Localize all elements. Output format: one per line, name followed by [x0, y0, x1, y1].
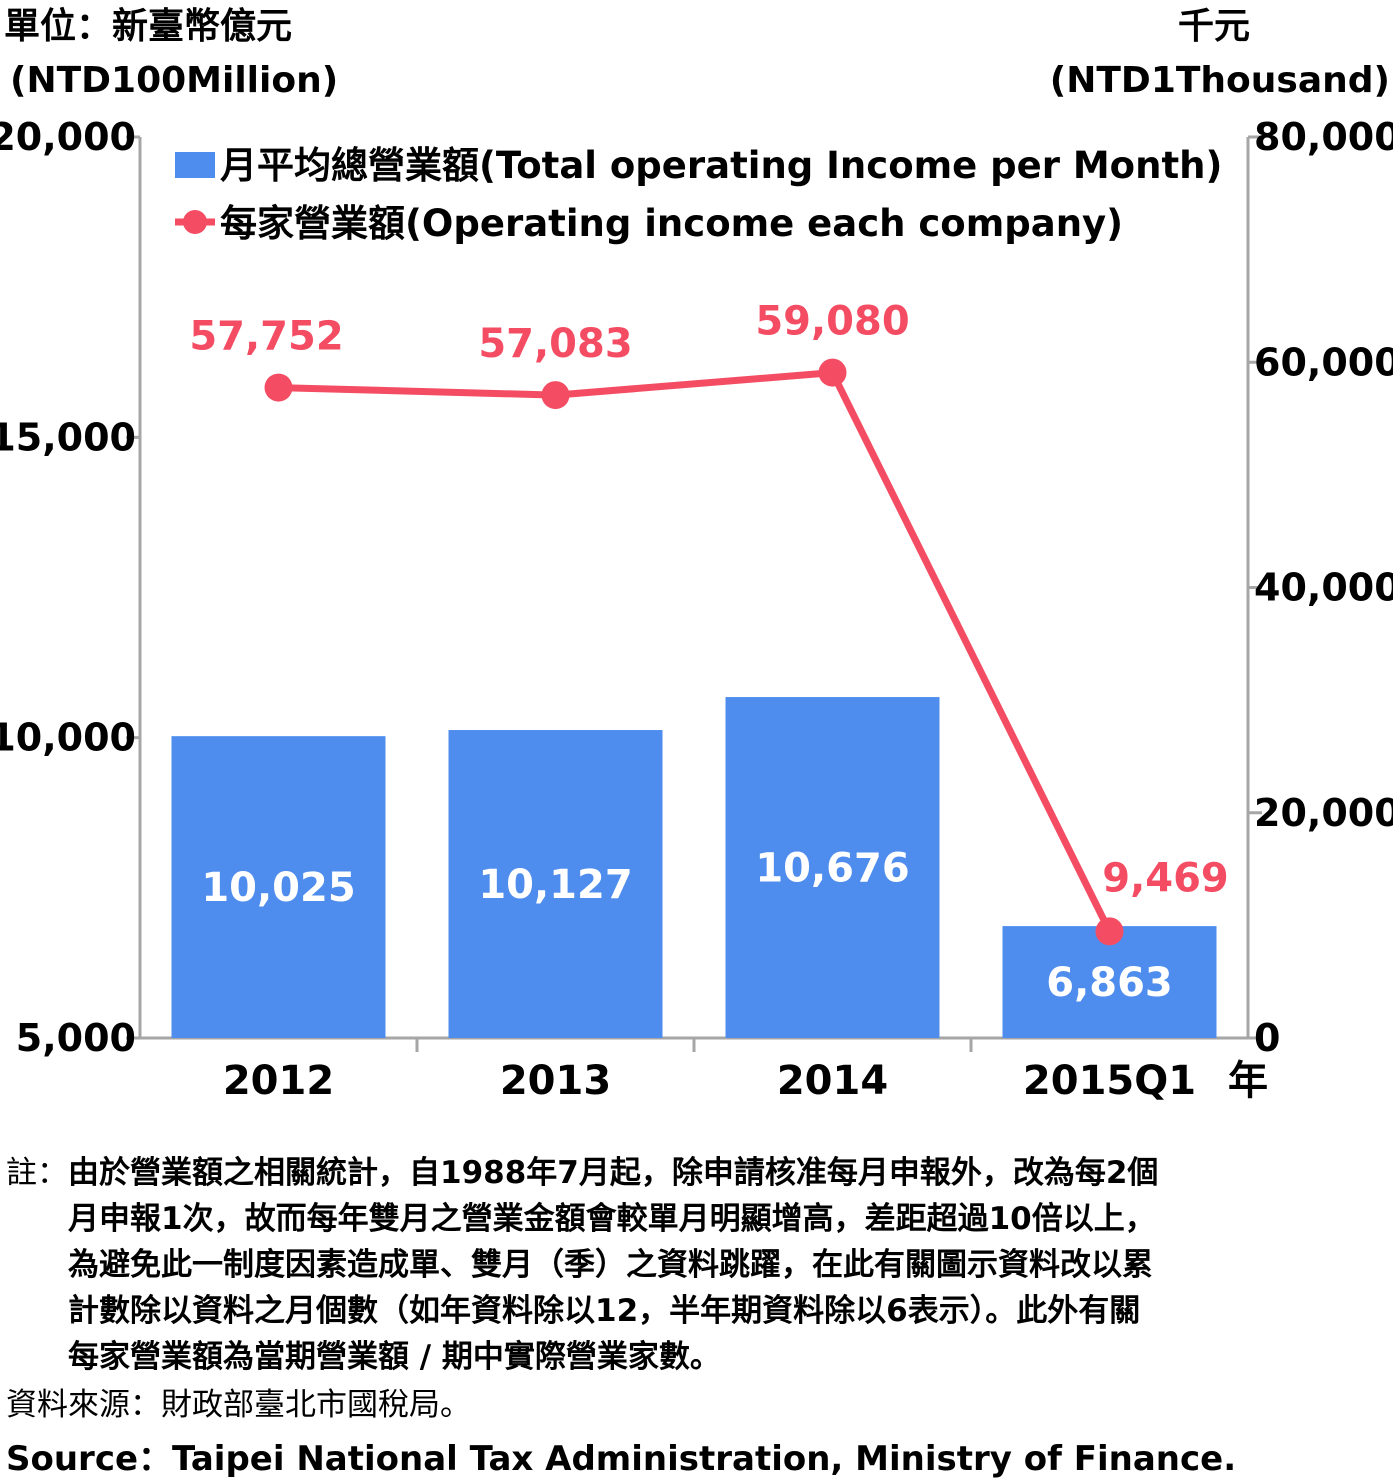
note: 註： 由於營業額之相關統計，自1988年7月起，除申請核准每月申報外，改為每2個… — [6, 1150, 1391, 1380]
left-axis-unit-zh: 單位：新臺幣億元 — [4, 6, 292, 47]
note-prefix: 註： — [6, 1155, 68, 1191]
bar-data-label: 6,863 — [1046, 960, 1173, 1006]
right-axis-unit-zh: 千元 — [1178, 6, 1250, 47]
notes-section: 註： 由於營業額之相關統計，自1988年7月起，除申請核准每月申報外，改為每2個… — [6, 1150, 1391, 1482]
legend: 月平均總營業額(Total operating Income per Month… — [175, 144, 1222, 245]
line-data-label: 9,469 — [1102, 855, 1229, 901]
bar-data-label: 10,676 — [755, 846, 909, 892]
bar — [171, 736, 386, 1038]
bar-data-label: 10,127 — [478, 862, 632, 908]
left-tick-label: 20,000 — [0, 115, 136, 159]
line-point — [541, 381, 570, 410]
line-data-label: 59,080 — [755, 299, 909, 345]
x-tick-label: 2015Q1 — [1023, 1058, 1196, 1104]
line-series — [264, 358, 1124, 946]
bar — [448, 730, 663, 1038]
source-en: Source：Taipei National Tax Administratio… — [6, 1439, 1237, 1479]
x-tick-label: 2012 — [223, 1058, 334, 1104]
left-tick-label: 10,000 — [0, 716, 136, 760]
legend-label-bar: 月平均總營業額(Total operating Income per Month… — [220, 144, 1222, 187]
combo-chart: 5,000 10,000 15,000 20,000 0 20,000 40,000 60,0… — [0, 6, 1393, 1104]
line-data-label: 57,752 — [189, 314, 343, 360]
bar-series — [171, 697, 1217, 1038]
chart-texts: 5,000 10,000 15,000 20,000 0 20,000 40,000 60,0… — [0, 6, 1393, 1104]
legend-swatch-point — [183, 210, 207, 234]
line-point — [1095, 917, 1124, 946]
left-tick-label: 15,000 — [0, 415, 136, 459]
left-axis-unit-en: (NTD100Million) — [10, 60, 338, 101]
note-body: 由於營業額之相關統計，自1988年7月起，除申請核准每月申報外，改為每2個 月申… — [68, 1155, 1159, 1375]
x-tick-label: 2014 — [777, 1058, 888, 1104]
right-tick-label: 60,000 — [1254, 340, 1393, 384]
bar-data-label: 10,025 — [201, 865, 355, 911]
line-point — [264, 373, 293, 402]
source-zh: 資料來源：財政部臺北市國稅局。 — [6, 1387, 471, 1423]
legend-label-line: 每家營業額(Operating income each company) — [220, 202, 1123, 245]
line-point — [818, 358, 847, 387]
left-tick-label: 5,000 — [16, 1016, 136, 1060]
series-line — [278, 369, 1113, 933]
x-tick-label: 2013 — [500, 1058, 611, 1104]
right-axis-unit-en: (NTD1Thousand) — [1050, 60, 1390, 101]
right-tick-label: 20,000 — [1254, 791, 1393, 835]
line-data-label: 57,083 — [478, 321, 632, 367]
right-tick-label: 40,000 — [1254, 566, 1393, 610]
right-tick-label: 0 — [1254, 1016, 1280, 1060]
right-tick-label: 80,000 — [1254, 115, 1393, 159]
x-axis-unit: 年 — [1228, 1058, 1268, 1104]
bar — [725, 697, 940, 1038]
legend-swatch-bar — [175, 152, 215, 178]
